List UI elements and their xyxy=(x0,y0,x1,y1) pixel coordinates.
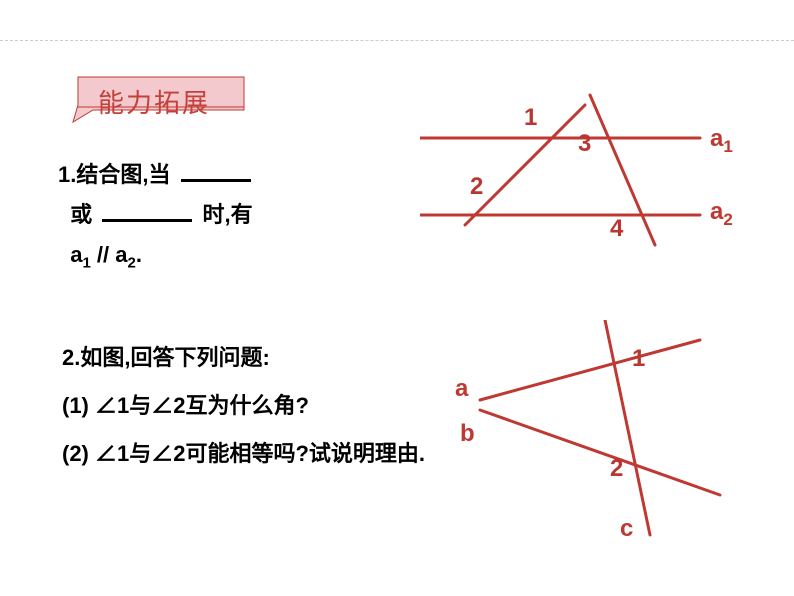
diagram-2: a b c 1 2 xyxy=(440,320,750,550)
q1-line1-prefix: 1.结合图,当 xyxy=(58,162,170,187)
page-divider xyxy=(0,40,794,41)
ribbon-tag: 能力拓展 xyxy=(68,75,248,123)
ribbon-label: 能力拓展 xyxy=(98,83,210,120)
question-2: 2.如图,回答下列问题: (1) ∠1与∠2互为什么角? (2) ∠1与∠2可能… xyxy=(62,337,425,475)
q2-part1: (1) ∠1与∠2互为什么角? xyxy=(62,385,425,427)
q2-intro: 2.如图,回答下列问题: xyxy=(62,337,425,379)
angle-3: 3 xyxy=(578,130,591,158)
question-1: 1.结合图,当 或 时,有 a1 // a2. xyxy=(58,155,255,283)
line-b xyxy=(480,410,720,495)
blank-1 xyxy=(181,164,251,182)
q1-line3: a1 // a2. xyxy=(58,235,255,283)
diagram-1: a1 a2 1 2 3 4 xyxy=(420,85,760,265)
q1-line2-prefix: 或 xyxy=(70,202,92,227)
angle-4: 4 xyxy=(610,215,623,243)
label-b: b xyxy=(460,420,475,448)
q1-line1: 1.结合图,当 xyxy=(58,155,255,195)
q2-part2: (2) ∠1与∠2可能相等吗?试说明理由. xyxy=(62,433,425,475)
q1-line2: 或 时,有 xyxy=(58,195,255,235)
label-a: a xyxy=(455,375,468,403)
blank-2 xyxy=(102,204,192,222)
label-c: c xyxy=(620,515,633,543)
q1-line2-suffix: 时,有 xyxy=(203,202,253,227)
angle2-1: 1 xyxy=(632,345,645,373)
diagram-2-svg xyxy=(440,320,750,550)
line-a xyxy=(480,340,700,400)
angle-2: 2 xyxy=(470,173,483,201)
angle2-2: 2 xyxy=(610,455,623,483)
label-a1: a1 xyxy=(710,125,733,157)
label-a2: a2 xyxy=(710,198,733,230)
angle-1: 1 xyxy=(524,104,537,132)
